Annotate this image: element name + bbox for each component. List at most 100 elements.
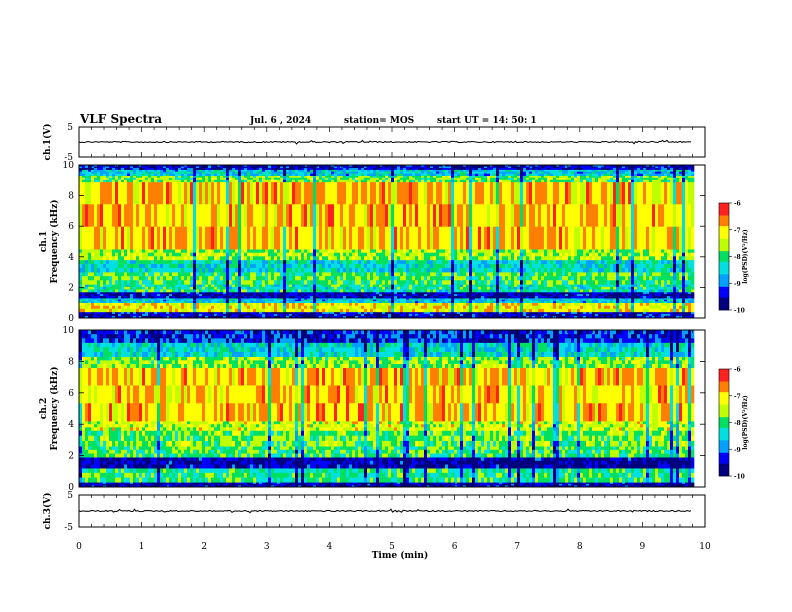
spectrogram-cell bbox=[145, 226, 149, 250]
spectrogram-cell bbox=[145, 171, 149, 174]
spectrogram-cell bbox=[166, 165, 170, 167]
spectrogram-cell bbox=[166, 284, 170, 288]
spectrogram-cell bbox=[211, 268, 215, 273]
spectrogram-cell bbox=[289, 165, 293, 167]
spectrogram-cell bbox=[283, 268, 287, 273]
spectrogram-cell bbox=[349, 166, 353, 169]
spectrogram-cell bbox=[241, 169, 245, 172]
spectrogram-cell bbox=[400, 166, 404, 169]
spectrogram-cell bbox=[133, 276, 137, 281]
spectrogram-cell bbox=[190, 291, 194, 295]
spectrogram-cell bbox=[361, 294, 365, 297]
spectrogram-cell bbox=[229, 252, 233, 257]
spectrogram-cell bbox=[466, 165, 470, 167]
spectrogram-cell bbox=[340, 204, 344, 228]
spectrogram-cell bbox=[220, 286, 224, 290]
spectrogram-cell bbox=[175, 284, 179, 288]
spectrogram-cell bbox=[145, 286, 149, 290]
spectrogram-cell bbox=[448, 249, 452, 254]
spectrogram-cell bbox=[349, 263, 353, 269]
spectrogram-cell bbox=[409, 226, 413, 250]
spectrogram-cell bbox=[220, 169, 224, 172]
spectrogram-cell bbox=[208, 226, 212, 250]
spectrogram-cell bbox=[160, 179, 164, 183]
spectrogram-cell bbox=[430, 268, 434, 273]
spectrogram-cell bbox=[103, 256, 107, 261]
spectrogram-cell bbox=[304, 308, 308, 313]
spectrogram-cell bbox=[322, 308, 326, 313]
spectrogram-cell bbox=[256, 173, 260, 177]
spectrogram-cell bbox=[334, 276, 338, 281]
spectrogram-cell bbox=[262, 166, 266, 169]
spectrogram-cell bbox=[175, 280, 179, 285]
spectrogram-cell bbox=[484, 299, 488, 302]
spectrogram-cell bbox=[463, 263, 467, 269]
spectrogram-cell bbox=[463, 311, 467, 315]
spectrogram-cell bbox=[157, 311, 161, 315]
spectrogram-cell bbox=[181, 226, 185, 250]
spectrogram-cell bbox=[280, 256, 284, 261]
spectrogram-cell bbox=[214, 280, 218, 285]
spectrogram-cell bbox=[280, 272, 284, 277]
spectrogram-cell bbox=[364, 301, 368, 303]
spectrogram-cell bbox=[307, 313, 311, 317]
spectrogram-cell bbox=[328, 179, 332, 183]
spectrogram-cell bbox=[451, 165, 455, 167]
spectrogram-cell bbox=[250, 171, 254, 174]
spectrogram-cell bbox=[226, 173, 230, 177]
spectrogram-cell bbox=[217, 296, 221, 299]
spectrogram-cell bbox=[109, 276, 113, 281]
spectrogram-cell bbox=[466, 173, 470, 177]
spectrogram-cell bbox=[271, 280, 275, 285]
spectrogram-cell bbox=[106, 181, 110, 205]
spectrogram-cell bbox=[253, 284, 257, 288]
spectrogram-cell bbox=[103, 289, 107, 293]
spectrogram-cell bbox=[469, 181, 473, 205]
spectrogram-cell bbox=[367, 305, 371, 310]
spectrogram-cell bbox=[415, 308, 419, 313]
spectrogram-cell bbox=[136, 298, 140, 300]
spectrogram-cell bbox=[367, 268, 371, 273]
spectrogram-cell bbox=[142, 302, 146, 307]
spectrogram-cell bbox=[79, 268, 83, 273]
spectrogram-cell bbox=[226, 256, 230, 261]
spectrogram-cell bbox=[136, 259, 140, 265]
spectrogram-cell bbox=[475, 204, 479, 228]
spectrogram-cell bbox=[451, 259, 455, 265]
spectrogram-cell bbox=[481, 291, 485, 295]
spectrogram-cell bbox=[97, 249, 101, 254]
spectrogram-cell bbox=[160, 166, 164, 169]
spectrogram-cell bbox=[412, 315, 416, 319]
spectrogram-cell bbox=[445, 294, 449, 297]
spectrogram-cell bbox=[100, 291, 104, 295]
spectrogram-cell bbox=[262, 268, 266, 273]
spectrogram-cell bbox=[160, 308, 164, 313]
spectrogram-cell bbox=[109, 168, 113, 170]
spectrogram-cell bbox=[103, 301, 107, 303]
spectrogram-cell bbox=[238, 276, 242, 281]
spectrogram-cell bbox=[151, 291, 155, 295]
spectrogram-cell bbox=[271, 252, 275, 257]
spectrogram-cell bbox=[331, 298, 335, 300]
spectrogram-cell bbox=[430, 276, 434, 281]
spectrogram-cell bbox=[202, 286, 206, 290]
spectrogram-cell bbox=[211, 294, 215, 297]
spectrogram-cell bbox=[370, 259, 374, 265]
spectrogram-cell bbox=[244, 169, 248, 172]
spectrogram-cell bbox=[400, 289, 404, 293]
spectrogram-cell bbox=[283, 308, 287, 313]
spectrogram-cell bbox=[283, 175, 287, 179]
spectrogram-cell bbox=[352, 286, 356, 290]
spectrogram-cell bbox=[415, 268, 419, 273]
spectrogram-cell bbox=[460, 165, 464, 167]
spectrogram-cell bbox=[463, 296, 467, 299]
spectrogram-cell bbox=[295, 272, 299, 277]
spectrogram-cell bbox=[283, 272, 287, 277]
spectrogram-cell bbox=[181, 296, 185, 299]
spectrogram-cell bbox=[343, 311, 347, 315]
spectrogram-cell bbox=[463, 302, 467, 307]
spectrogram-cell bbox=[280, 286, 284, 290]
spectrogram-cell bbox=[241, 286, 245, 290]
spectrogram-cell bbox=[106, 286, 110, 290]
spectrogram-cell bbox=[466, 315, 470, 319]
